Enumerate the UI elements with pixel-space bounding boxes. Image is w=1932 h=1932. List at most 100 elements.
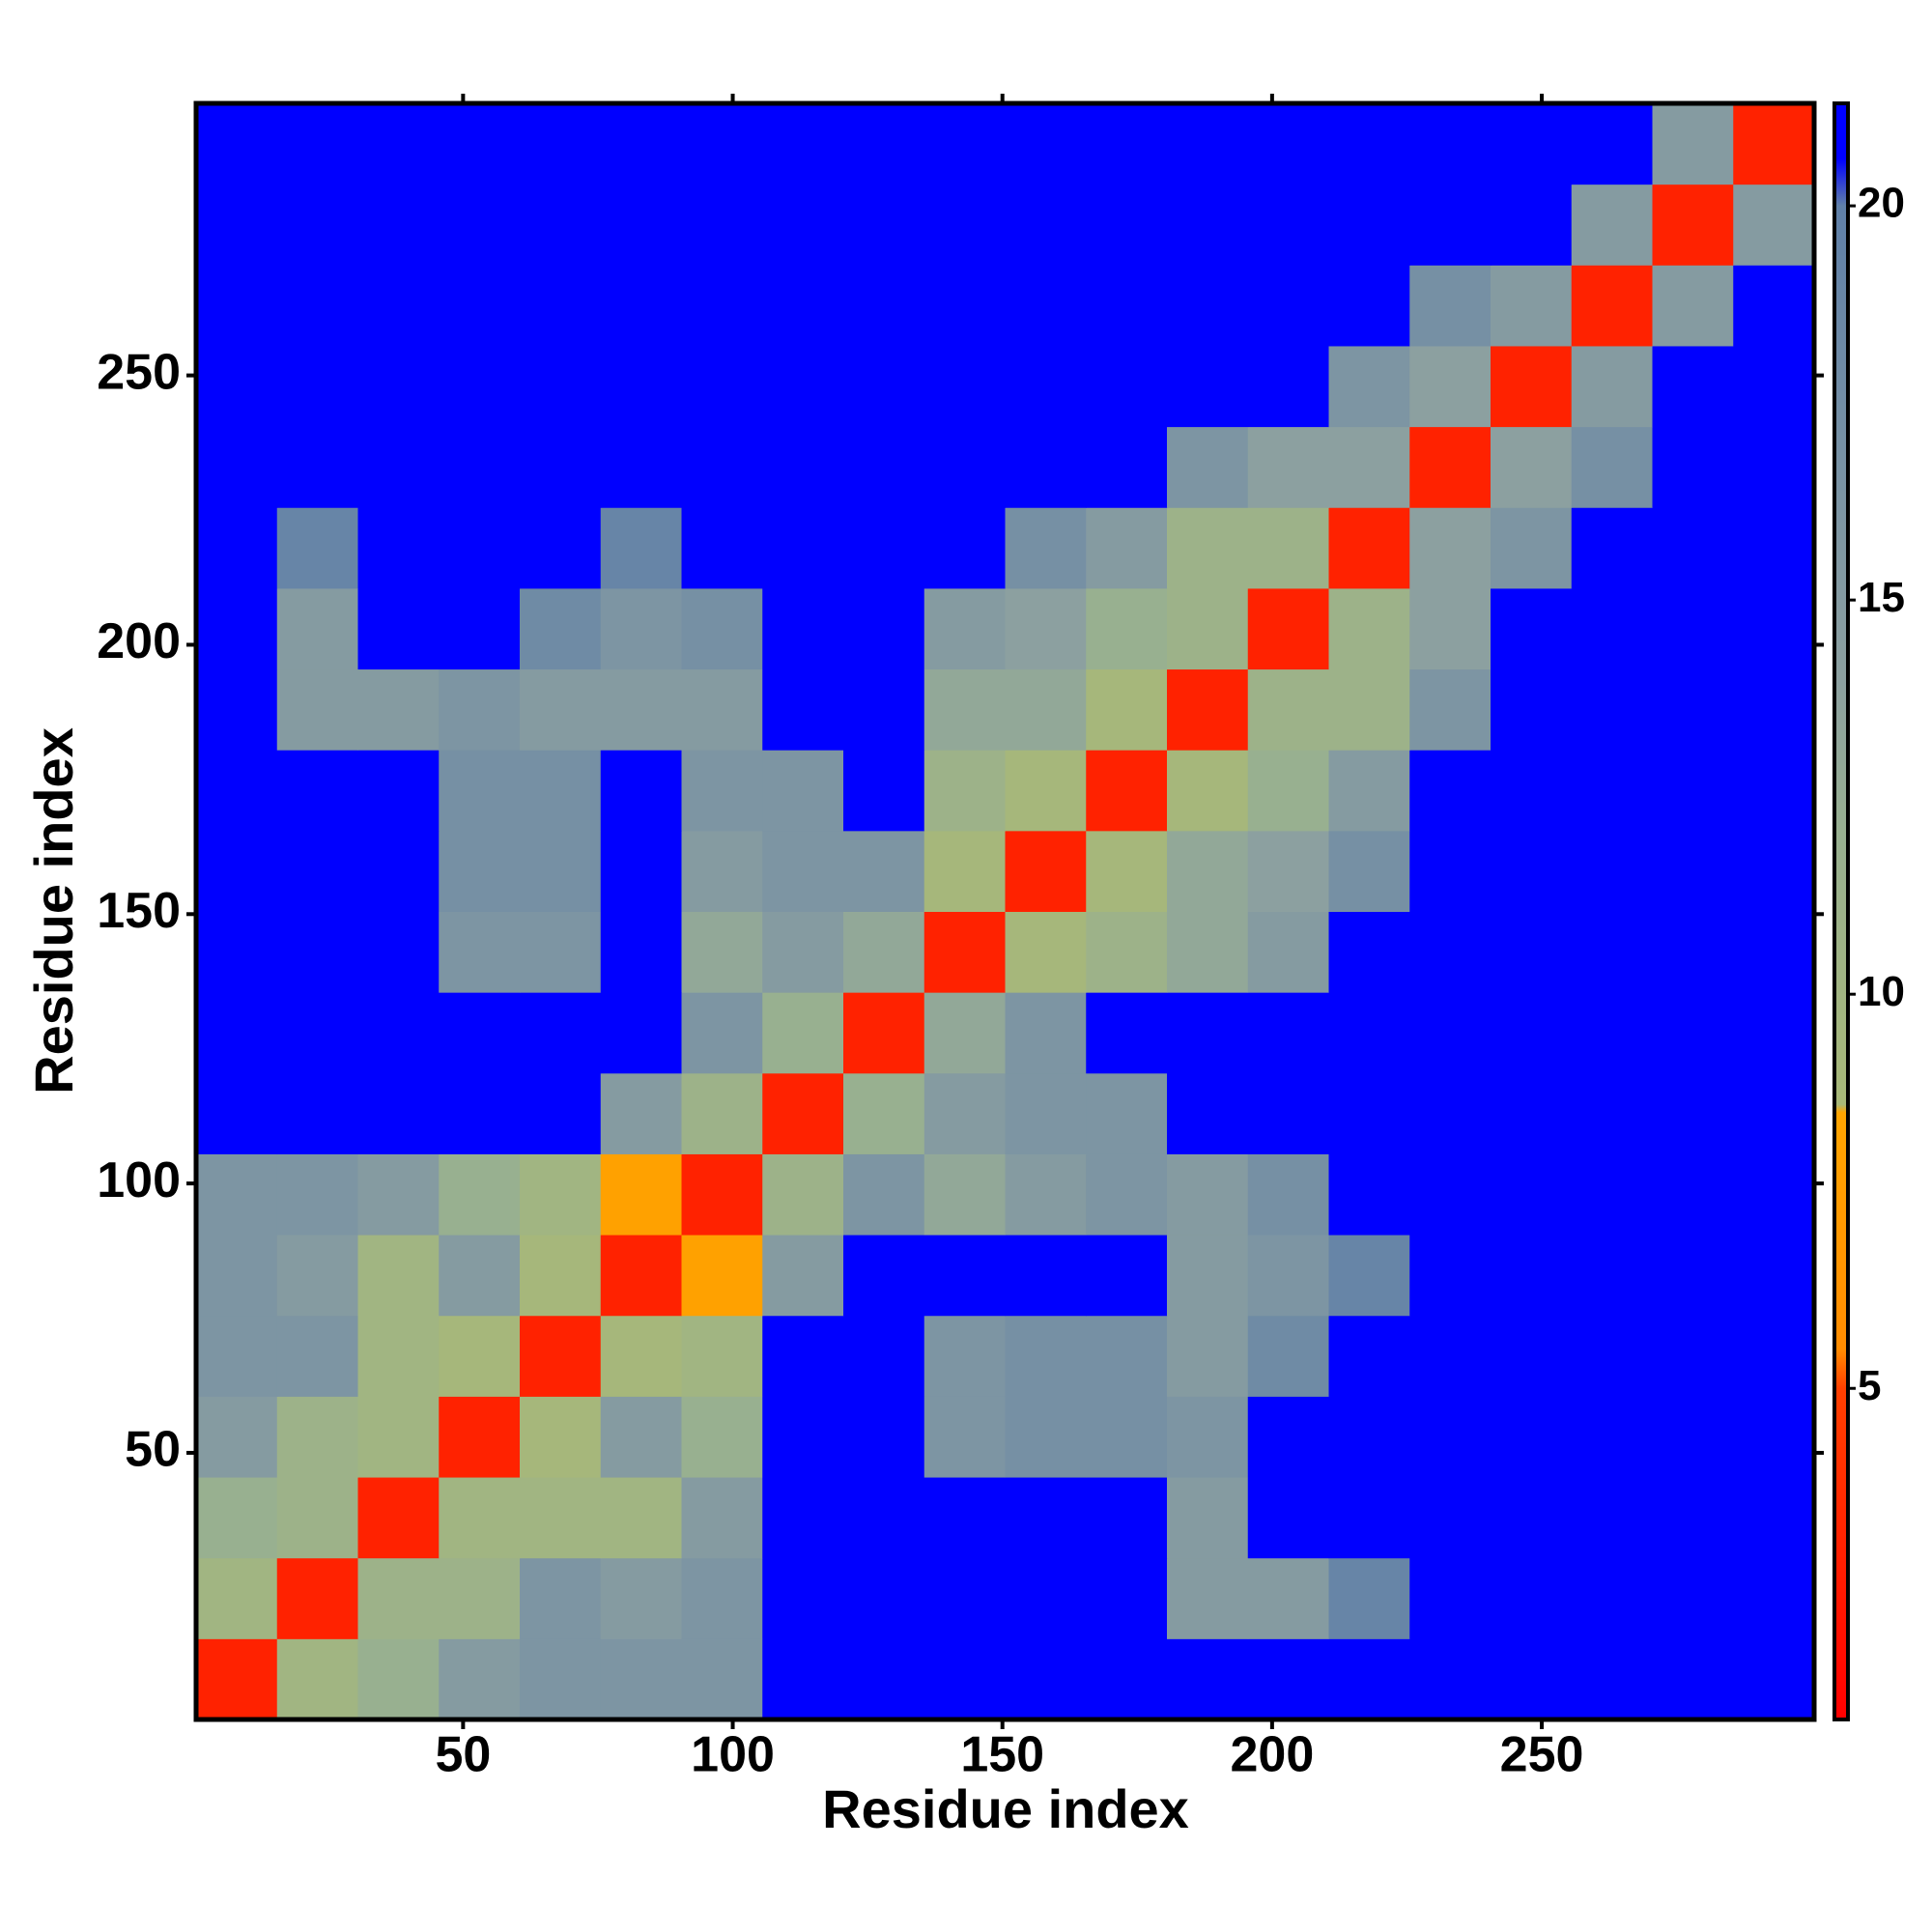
heatmap-cell xyxy=(1733,668,1815,751)
heatmap-cell xyxy=(1733,992,1815,1074)
heatmap-cell xyxy=(600,1235,682,1317)
heatmap-cell xyxy=(1571,992,1653,1074)
heatmap-cell xyxy=(357,1477,440,1559)
heatmap-cell xyxy=(357,103,440,185)
heatmap-cell xyxy=(1652,1638,1734,1720)
heatmap-cell xyxy=(276,1235,358,1317)
heatmap-cell xyxy=(1005,184,1087,266)
heatmap-cell xyxy=(1086,345,1168,428)
heatmap-cell xyxy=(923,265,1006,347)
heatmap-cell xyxy=(843,1072,925,1154)
heatmap-cell xyxy=(1167,1315,1249,1397)
y-tick-label: 100 xyxy=(97,1152,181,1208)
heatmap-cell xyxy=(1005,911,1087,993)
heatmap-cell xyxy=(1571,830,1653,912)
heatmap-cell xyxy=(843,668,925,751)
heatmap-cell xyxy=(1328,587,1410,670)
heatmap-cell xyxy=(1571,265,1653,347)
heatmap-cell xyxy=(600,103,682,185)
heatmap-cell xyxy=(1328,1072,1410,1154)
heatmap-cell xyxy=(1571,426,1653,508)
heatmap-cell xyxy=(600,1477,682,1559)
heatmap-cell xyxy=(843,1557,925,1639)
heatmap-cell xyxy=(923,1235,1006,1317)
heatmap-cell xyxy=(1652,1396,1734,1478)
heatmap-cell xyxy=(357,1153,440,1236)
heatmap-cell xyxy=(600,1638,682,1720)
heatmap-cell xyxy=(1409,345,1492,428)
heatmap-cell xyxy=(923,103,1006,185)
heatmap-cell xyxy=(1652,587,1734,670)
heatmap-cell xyxy=(196,668,278,751)
heatmap-cell xyxy=(276,1396,358,1478)
heatmap-cell xyxy=(439,1396,521,1478)
heatmap-cell xyxy=(1571,668,1653,751)
heatmap-cell xyxy=(439,1153,521,1236)
heatmap-cell xyxy=(1247,184,1329,266)
heatmap-cell xyxy=(1247,992,1329,1074)
heatmap-cell xyxy=(196,426,278,508)
heatmap-cell xyxy=(1491,992,1573,1074)
heatmap-cell xyxy=(1733,830,1815,912)
heatmap-cell xyxy=(1409,507,1492,589)
heatmap-cell xyxy=(439,184,521,266)
heatmap-cell xyxy=(681,426,763,508)
heatmap-cell xyxy=(1409,992,1492,1074)
heatmap-cell xyxy=(1086,265,1168,347)
heatmap-cell xyxy=(1005,1153,1087,1236)
heatmap-cell xyxy=(681,184,763,266)
heatmap-cell xyxy=(196,1235,278,1317)
heatmap-cell xyxy=(681,1396,763,1478)
heatmap-cell xyxy=(923,1477,1006,1559)
heatmap-cell xyxy=(439,1638,521,1720)
heatmap-cell xyxy=(1167,830,1249,912)
heatmap-cell xyxy=(1167,103,1249,185)
heatmap-cell xyxy=(762,1235,844,1317)
heatmap-cell xyxy=(439,507,521,589)
heatmap-cell xyxy=(1409,184,1492,266)
heatmap-cell xyxy=(196,1477,278,1559)
heatmap-cell xyxy=(1167,1638,1249,1720)
heatmap-cell xyxy=(1086,1153,1168,1236)
heatmap-cell xyxy=(357,345,440,428)
heatmap-cell xyxy=(1491,345,1573,428)
heatmap xyxy=(196,103,1815,1720)
heatmap-cell xyxy=(923,1396,1006,1478)
heatmap-cell xyxy=(1571,345,1653,428)
heatmap-cell xyxy=(196,750,278,832)
heatmap-cell xyxy=(1328,1235,1410,1317)
y-tick-label: 150 xyxy=(97,883,181,939)
colorbar-tick-label: 10 xyxy=(1858,968,1905,1015)
heatmap-cell xyxy=(1491,184,1573,266)
heatmap-cell xyxy=(923,507,1006,589)
heatmap-cell xyxy=(1328,345,1410,428)
heatmap-cell xyxy=(1086,830,1168,912)
heatmap-cell xyxy=(1491,265,1573,347)
heatmap-cell xyxy=(1005,1235,1087,1317)
heatmap-cell xyxy=(600,1153,682,1236)
heatmap-cell xyxy=(762,911,844,993)
heatmap-cell xyxy=(1491,830,1573,912)
heatmap-cell xyxy=(1247,345,1329,428)
heatmap-cell xyxy=(1328,103,1410,185)
heatmap-cell xyxy=(1652,345,1734,428)
heatmap-cell xyxy=(1571,587,1653,670)
heatmap-cell xyxy=(681,103,763,185)
heatmap-cell xyxy=(1571,1557,1653,1639)
heatmap-cell xyxy=(1409,830,1492,912)
heatmap-cell xyxy=(1328,668,1410,751)
heatmap-cell xyxy=(600,587,682,670)
heatmap-cell xyxy=(439,830,521,912)
heatmap-cell xyxy=(357,750,440,832)
heatmap-cell xyxy=(1005,1396,1087,1478)
heatmap-cell xyxy=(681,1072,763,1154)
heatmap-cell xyxy=(681,1638,763,1720)
heatmap-cell xyxy=(1491,1638,1573,1720)
heatmap-cell xyxy=(1409,668,1492,751)
heatmap-cell xyxy=(1086,426,1168,508)
heatmap-cell xyxy=(1409,426,1492,508)
heatmap-cell xyxy=(1086,1072,1168,1154)
heatmap-cell xyxy=(1005,668,1087,751)
heatmap-cell xyxy=(1086,103,1168,185)
heatmap-cell xyxy=(1491,1153,1573,1236)
